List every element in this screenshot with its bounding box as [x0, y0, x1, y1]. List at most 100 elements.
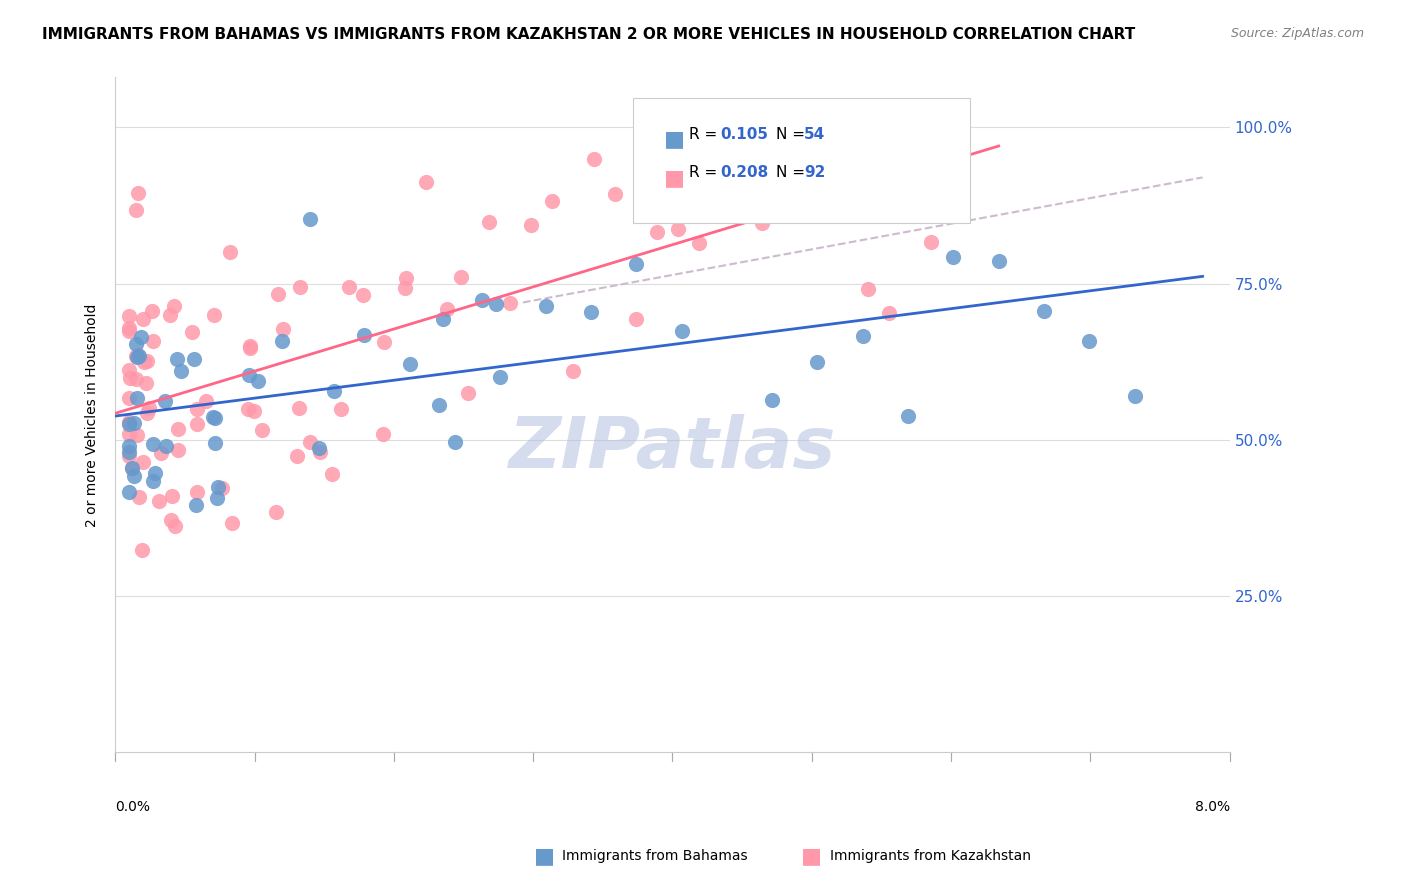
- Point: [127, 350, 149, 364]
- Y-axis label: 2 or more Vehicles in Household: 2 or more Vehicles in Household: [86, 303, 100, 526]
- Point: [219, 244, 242, 259]
- Point: [166, 352, 188, 367]
- Text: 0.208: 0.208: [720, 165, 768, 180]
- Point: [478, 215, 501, 229]
- Point: [1123, 388, 1146, 402]
- Point: [141, 304, 163, 318]
- Point: [207, 480, 229, 494]
- Point: [149, 445, 172, 459]
- Point: [239, 339, 262, 353]
- Point: [814, 175, 837, 189]
- Point: [1078, 334, 1101, 348]
- Point: [645, 225, 668, 239]
- Point: [125, 371, 148, 385]
- Point: [195, 393, 218, 408]
- Point: [252, 423, 274, 437]
- Point: [127, 186, 149, 200]
- Point: [730, 127, 752, 141]
- Point: [243, 404, 266, 418]
- Point: [160, 489, 183, 503]
- Point: [395, 271, 418, 285]
- Point: [118, 309, 141, 323]
- Point: [353, 327, 375, 342]
- Point: [202, 308, 225, 322]
- Point: [666, 222, 689, 236]
- Text: ■: ■: [534, 847, 555, 866]
- Text: Immigrants from Bahamas: Immigrants from Bahamas: [562, 849, 748, 863]
- Point: [118, 321, 141, 335]
- Point: [143, 467, 166, 481]
- Point: [159, 308, 181, 322]
- Point: [221, 516, 243, 531]
- Point: [877, 306, 900, 320]
- Point: [299, 435, 322, 450]
- Point: [128, 490, 150, 504]
- Point: [562, 364, 585, 378]
- Point: [371, 426, 394, 441]
- Text: R =: R =: [689, 127, 723, 142]
- Point: [267, 286, 290, 301]
- Point: [134, 355, 156, 369]
- Point: [186, 498, 208, 512]
- Point: [264, 505, 287, 519]
- Point: [142, 437, 165, 451]
- Point: [579, 305, 602, 319]
- Point: [987, 253, 1010, 268]
- Point: [624, 311, 647, 326]
- Text: ZIPatlas: ZIPatlas: [509, 414, 837, 483]
- Point: [121, 460, 143, 475]
- Point: [898, 153, 921, 168]
- Text: R =: R =: [689, 165, 723, 180]
- Point: [122, 469, 145, 483]
- Point: [709, 154, 731, 169]
- Point: [118, 449, 141, 463]
- Point: [205, 491, 228, 505]
- Point: [772, 127, 794, 141]
- Point: [450, 269, 472, 284]
- Point: [132, 455, 155, 469]
- Point: [271, 334, 294, 348]
- Point: [186, 401, 208, 416]
- Point: [247, 374, 270, 388]
- Point: [1033, 304, 1056, 318]
- Point: [125, 349, 148, 363]
- Point: [136, 407, 159, 421]
- Point: [323, 384, 346, 398]
- Text: Immigrants from Kazakhstan: Immigrants from Kazakhstan: [830, 849, 1031, 863]
- Point: [124, 336, 146, 351]
- Point: [129, 330, 152, 344]
- Point: [118, 371, 141, 385]
- Point: [127, 348, 149, 362]
- Point: [427, 398, 450, 412]
- Point: [436, 301, 458, 316]
- Point: [444, 434, 467, 449]
- Point: [603, 186, 626, 201]
- Point: [204, 410, 226, 425]
- Point: [122, 416, 145, 430]
- Point: [118, 445, 141, 459]
- Point: [125, 203, 148, 218]
- Point: [457, 385, 479, 400]
- Point: [582, 152, 605, 166]
- Text: N =: N =: [776, 127, 810, 142]
- Point: [920, 235, 942, 250]
- Point: [398, 357, 420, 371]
- Point: [271, 322, 294, 336]
- Point: [835, 173, 858, 187]
- Text: ■: ■: [801, 847, 823, 866]
- Point: [288, 279, 311, 293]
- Point: [155, 439, 177, 453]
- Point: [309, 445, 332, 459]
- Text: 8.0%: 8.0%: [1195, 800, 1230, 814]
- Point: [170, 364, 193, 378]
- Point: [118, 415, 141, 429]
- Point: [415, 175, 437, 189]
- Text: ■: ■: [664, 168, 685, 187]
- Point: [373, 334, 395, 349]
- Point: [138, 401, 160, 416]
- Point: [761, 392, 783, 407]
- Point: [499, 296, 522, 310]
- Point: [127, 392, 149, 406]
- Point: [127, 428, 149, 442]
- Point: [148, 493, 170, 508]
